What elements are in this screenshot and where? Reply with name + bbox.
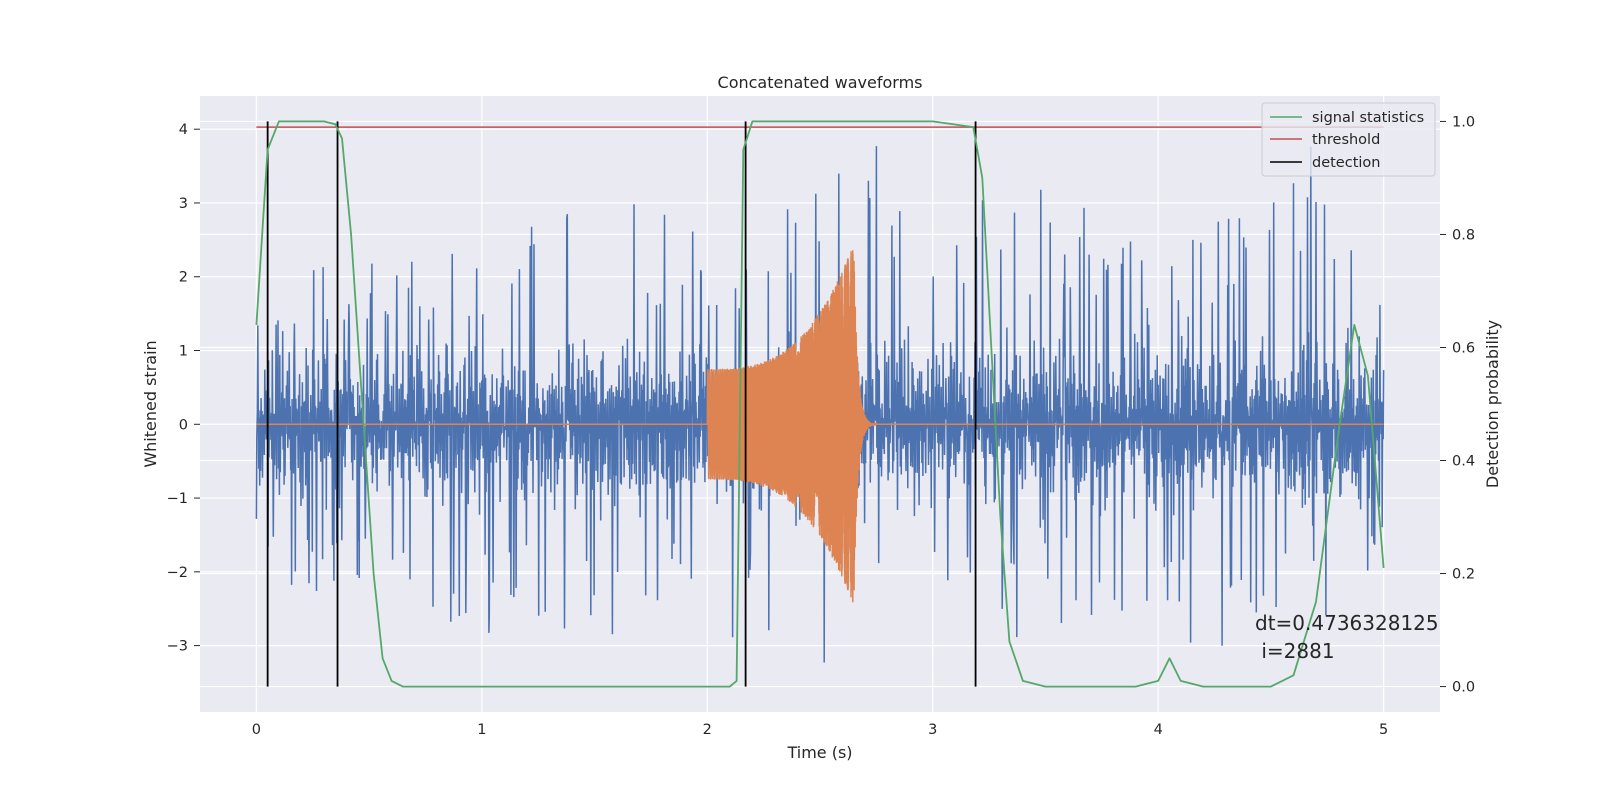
plot-content	[255, 120, 1385, 688]
y-right-tick-label: 0.0	[1452, 680, 1475, 696]
annotation-index: i=2881	[1255, 639, 1335, 663]
x-axis: 0 1 2 3 4 5	[252, 722, 1389, 738]
series-signal-statistics	[255, 120, 1385, 688]
y-left-tick-label: 2	[179, 270, 188, 286]
y-right-tick-label: 0.8	[1452, 227, 1475, 243]
y-right-tick-label: 1.0	[1452, 114, 1475, 130]
y-left-tick-label: −1	[167, 491, 188, 507]
y-left-axis: 4 3 2 1 0 −1 −2 −3	[167, 122, 200, 655]
y-right-tick-label: 0.4	[1452, 454, 1475, 470]
x-tick-label: 1	[477, 722, 486, 738]
series-template-waveform	[256, 250, 1384, 603]
legend-label-threshold: threshold	[1312, 132, 1380, 148]
y-right-axis: 1.0 0.8 0.6 0.4 0.2 0.0	[1440, 114, 1475, 696]
y-left-tick-label: 0	[179, 417, 188, 433]
x-tick-label: 5	[1379, 722, 1388, 738]
y-right-tick-label: 0.6	[1452, 340, 1475, 356]
annotation-dt: dt=0.4736328125	[1255, 611, 1439, 635]
y-left-tick-label: 3	[179, 196, 188, 212]
x-tick-label: 0	[252, 722, 261, 738]
legend: signal statistics threshold detection	[1261, 102, 1436, 177]
x-axis-label: Time (s)	[786, 743, 852, 762]
x-tick-label: 3	[928, 722, 937, 738]
chart-title: Concatenated waveforms	[718, 73, 923, 92]
y-left-tick-label: −3	[167, 639, 188, 655]
legend-box	[1261, 102, 1436, 177]
x-tick-label: 2	[703, 722, 712, 738]
y-right-axis-label: Detection probability	[1483, 320, 1502, 488]
y-left-tick-label: 1	[179, 344, 188, 360]
legend-label-detection: detection	[1312, 155, 1380, 171]
x-tick-label: 4	[1154, 722, 1163, 738]
y-left-axis-label: Whitened strain	[141, 340, 160, 467]
y-left-tick-label: 4	[179, 122, 188, 138]
y-right-tick-label: 0.2	[1452, 567, 1475, 583]
legend-label-signal-statistics: signal statistics	[1312, 110, 1424, 126]
y-left-tick-label: −2	[167, 565, 188, 581]
